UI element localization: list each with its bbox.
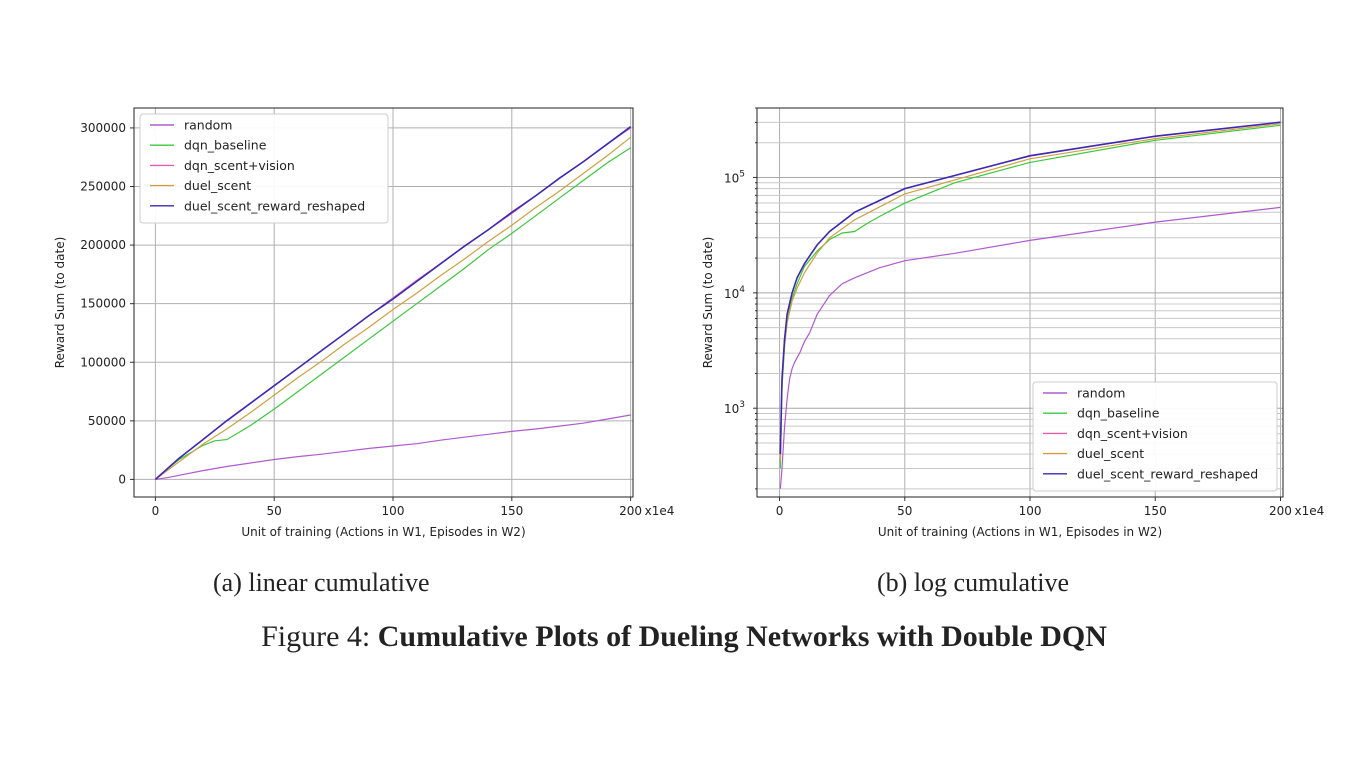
subcaption-b: (b) log cumulative: [877, 568, 1070, 597]
x-tick-label: 50: [267, 504, 282, 518]
y-tick-label: 150000: [80, 297, 126, 311]
series-line-random: [155, 414, 631, 480]
series-line-dqn-baseline: [155, 147, 631, 480]
x-tick-label: 200: [619, 504, 642, 518]
plot-frame: [756, 107, 1284, 498]
legend-label: dqn_baseline: [1077, 406, 1160, 421]
x-tick-label: 0: [152, 504, 160, 518]
series-line-duel-scent: [155, 136, 631, 480]
legend-label: dqn_baseline: [184, 138, 267, 153]
x-tick-label: 150: [1144, 504, 1167, 518]
series-line-duel-scent-reward-reshaped: [779, 121, 1281, 455]
y-tick-label: 50000: [88, 414, 126, 428]
legend-label: random: [1077, 386, 1125, 401]
y-tick-label: 250000: [80, 180, 126, 194]
figure-caption-title: Cumulative Plots of Dueling Networks wit…: [377, 620, 1107, 653]
chart-log-cumulative: 0 50 100 150 200 x1e4 103 104 105 Unit of trainin…: [701, 107, 1324, 539]
subcaption-a: (a) linear cumulative: [213, 568, 430, 597]
x-scale-note: x1e4: [1294, 504, 1324, 518]
y-tick-label: 103: [724, 400, 745, 416]
plot-frame: [133, 107, 634, 498]
series-line-random: [779, 206, 1281, 489]
legend: random dqn_baseline dqn_scent+vision duel_s…: [139, 113, 389, 224]
y-axis-label: Reward Sum (to date): [53, 237, 67, 369]
legend-box: [139, 113, 389, 224]
series-line-duel-scent-reward-reshaped: [154, 126, 632, 480]
x-tick-label: 100: [1019, 504, 1042, 518]
legend-label: duel_scent_reward_reshaped: [1077, 466, 1258, 481]
x-tick-label: 150: [500, 504, 523, 518]
figure-caption: Figure 4: Cumulative Plots of Dueling Ne…: [0, 620, 1368, 654]
x-tick-label: 200: [1269, 504, 1292, 518]
legend-label: duel_scent_reward_reshaped: [184, 198, 365, 213]
legend-label: dqn_scent+vision: [1077, 426, 1188, 441]
y-tick-label: 105: [724, 169, 745, 185]
x-scale-note: x1e4: [645, 504, 675, 518]
y-tick-label: 104: [724, 285, 745, 301]
legend-label: duel_scent: [1077, 446, 1144, 461]
y-tick-label: 100000: [80, 355, 126, 369]
x-axis-label: Unit of training (Actions in W1, Episode…: [878, 525, 1162, 539]
legend-box: [1032, 381, 1278, 492]
y-axis-label: Reward Sum (to date): [701, 237, 715, 369]
x-tick-label: 50: [897, 504, 912, 518]
y-tick-label: 200000: [80, 238, 126, 252]
y-tick-label: 0: [118, 472, 126, 486]
x-axis-label: Unit of training (Actions in W1, Episode…: [241, 525, 525, 539]
x-tick-label: 0: [776, 504, 784, 518]
legend-label: dqn_scent+vision: [184, 158, 295, 173]
legend: random dqn_baseline dqn_scent+vision duel_s…: [1032, 381, 1278, 492]
y-tick-label: 300000: [80, 121, 126, 135]
legend-label: random: [184, 118, 232, 133]
x-tick-label: 100: [382, 504, 405, 518]
chart-linear-cumulative: 0 50 100 150 200 x1e4 0 50000 100000 150000 200000…: [53, 107, 675, 539]
legend-label: duel_scent: [184, 178, 251, 193]
figure-caption-label: Figure 4:: [261, 620, 371, 653]
